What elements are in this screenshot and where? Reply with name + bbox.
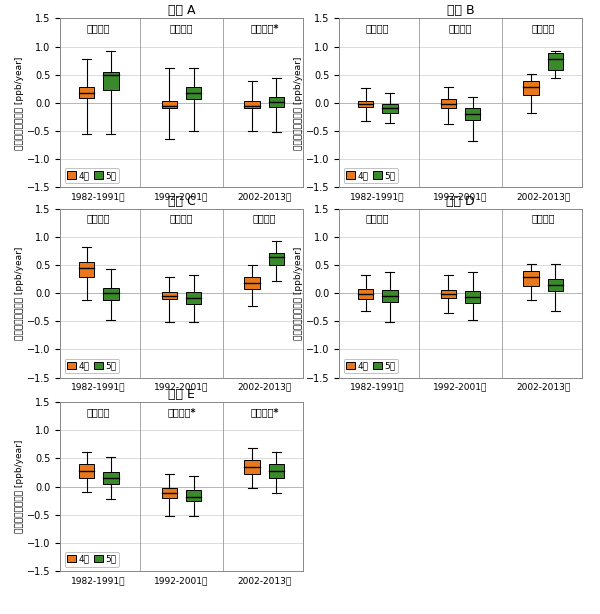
Bar xyxy=(269,464,284,478)
Bar xyxy=(79,464,94,478)
Legend: 4月, 5月: 4月, 5月 xyxy=(65,359,119,373)
Legend: 4月, 5月: 4月, 5月 xyxy=(65,168,119,183)
Bar xyxy=(465,109,481,120)
Bar xyxy=(440,290,456,298)
Bar xyxy=(244,101,260,109)
Y-axis label: 月別オゾン増加率 [ppb/year]: 月別オゾン増加率 [ppb/year] xyxy=(294,56,303,150)
Bar xyxy=(186,292,202,305)
Y-axis label: 月別オゾン増加率 [ppb/year]: 月別オゾン増加率 [ppb/year] xyxy=(15,246,24,340)
Text: 早く出現: 早く出現 xyxy=(449,23,472,33)
Title: 地域 C: 地域 C xyxy=(167,195,196,208)
Bar xyxy=(103,287,119,300)
Title: 地域 B: 地域 B xyxy=(446,4,475,17)
Bar xyxy=(186,490,202,501)
Title: 地域 A: 地域 A xyxy=(168,4,195,17)
Bar xyxy=(440,99,456,109)
Text: 早く出現*: 早く出現* xyxy=(167,406,196,417)
Bar xyxy=(523,82,539,95)
Bar xyxy=(269,253,284,265)
Text: 遅く出現: 遅く出現 xyxy=(366,213,389,223)
Legend: 4月, 5月: 4月, 5月 xyxy=(344,168,398,183)
Title: 地域 D: 地域 D xyxy=(446,195,475,208)
Text: 早く出現*: 早く出現* xyxy=(250,23,278,33)
Bar xyxy=(161,488,177,498)
Text: 早く出現: 早く出現 xyxy=(366,23,389,33)
Text: 遅く出現: 遅く出現 xyxy=(87,23,110,33)
Bar xyxy=(103,472,119,484)
Text: 早く出現: 早く出現 xyxy=(170,213,193,223)
Title: 地域 E: 地域 E xyxy=(168,388,195,401)
Bar xyxy=(244,459,260,474)
Text: 遅く出現: 遅く出現 xyxy=(170,23,193,33)
Bar xyxy=(103,72,119,90)
Text: 早く出現*: 早く出現* xyxy=(250,406,278,417)
Y-axis label: 月別オゾン増加率 [ppb/year]: 月別オゾン増加率 [ppb/year] xyxy=(294,246,303,340)
Text: 早く出現: 早く出現 xyxy=(87,213,110,223)
Bar xyxy=(161,101,177,109)
Bar xyxy=(358,101,373,107)
Bar xyxy=(269,97,284,107)
Bar xyxy=(548,53,563,70)
Bar xyxy=(186,87,202,99)
Bar xyxy=(79,87,94,98)
Bar xyxy=(523,271,539,286)
Bar xyxy=(465,291,481,303)
Y-axis label: 月別オゾン増加率 [ppb/year]: 月別オゾン増加率 [ppb/year] xyxy=(15,440,24,534)
Text: 遅く出現: 遅く出現 xyxy=(532,23,555,33)
Legend: 4月, 5月: 4月, 5月 xyxy=(344,359,398,373)
Text: 遅く出現: 遅く出現 xyxy=(253,213,276,223)
Legend: 4月, 5月: 4月, 5月 xyxy=(65,552,119,567)
Y-axis label: 月別オゾン増加率 [ppb/year]: 月別オゾン増加率 [ppb/year] xyxy=(15,56,24,150)
Bar xyxy=(79,262,94,278)
Text: 早く出現: 早く出現 xyxy=(87,406,110,417)
Text: 早く出現: 早く出現 xyxy=(532,213,555,223)
Bar xyxy=(548,279,563,291)
Bar xyxy=(244,278,260,289)
Bar xyxy=(382,290,398,302)
Bar xyxy=(358,289,373,299)
Bar xyxy=(382,104,398,113)
Bar xyxy=(161,292,177,299)
